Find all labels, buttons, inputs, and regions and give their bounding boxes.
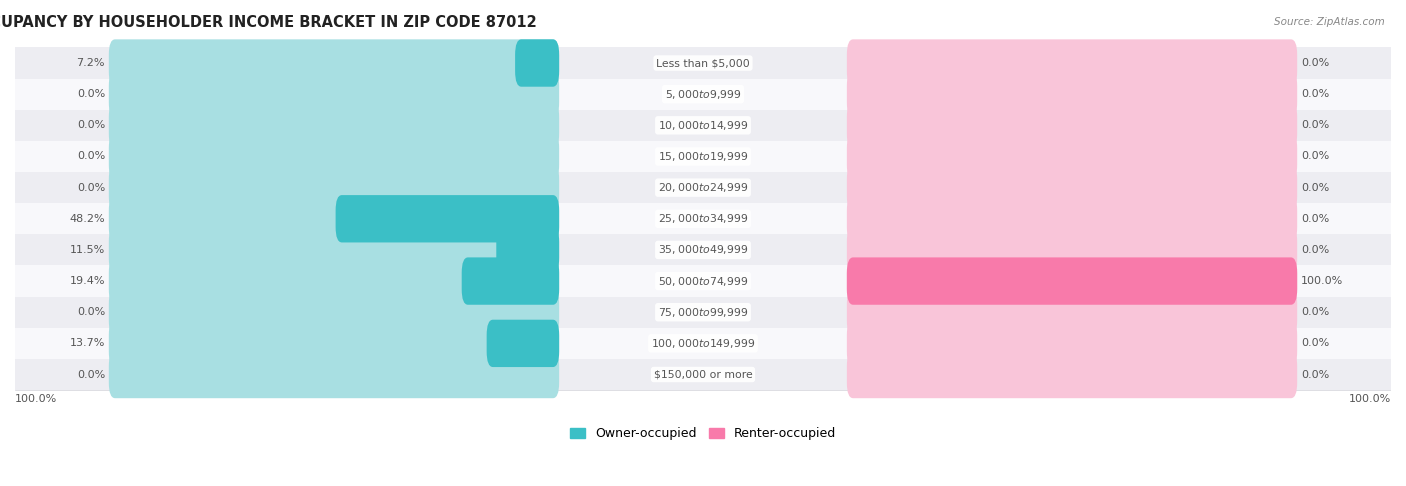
Text: 0.0%: 0.0% [77,152,105,161]
Bar [15,79,1391,110]
Text: $150,000 or more: $150,000 or more [654,369,752,380]
FancyBboxPatch shape [846,164,1298,211]
Text: 0.0%: 0.0% [77,183,105,192]
Bar [15,110,1391,141]
Text: Source: ZipAtlas.com: Source: ZipAtlas.com [1274,17,1385,27]
FancyBboxPatch shape [108,289,560,336]
Text: 11.5%: 11.5% [70,245,105,255]
FancyBboxPatch shape [846,102,1298,149]
FancyBboxPatch shape [108,133,560,180]
Text: 0.0%: 0.0% [77,369,105,380]
FancyBboxPatch shape [846,258,1298,305]
FancyBboxPatch shape [846,289,1298,336]
FancyBboxPatch shape [846,258,1298,305]
FancyBboxPatch shape [846,133,1298,180]
Bar [15,48,1391,79]
Text: 100.0%: 100.0% [15,395,58,404]
Text: 0.0%: 0.0% [77,89,105,99]
FancyBboxPatch shape [846,195,1298,243]
Text: $10,000 to $14,999: $10,000 to $14,999 [658,119,748,132]
Text: $20,000 to $24,999: $20,000 to $24,999 [658,181,748,194]
Bar [15,328,1391,359]
Bar [15,141,1391,172]
Text: 19.4%: 19.4% [69,276,105,286]
Text: Less than $5,000: Less than $5,000 [657,58,749,68]
Bar [15,296,1391,328]
FancyBboxPatch shape [846,39,1298,87]
Text: $35,000 to $49,999: $35,000 to $49,999 [658,243,748,257]
Text: 0.0%: 0.0% [1301,369,1329,380]
Legend: Owner-occupied, Renter-occupied: Owner-occupied, Renter-occupied [569,427,837,440]
FancyBboxPatch shape [108,102,560,149]
Bar [15,172,1391,203]
FancyBboxPatch shape [486,320,560,367]
FancyBboxPatch shape [108,195,560,243]
Text: 0.0%: 0.0% [1301,89,1329,99]
Text: 0.0%: 0.0% [1301,245,1329,255]
Text: 0.0%: 0.0% [1301,121,1329,130]
FancyBboxPatch shape [846,70,1298,118]
Text: OCCUPANCY BY HOUSEHOLDER INCOME BRACKET IN ZIP CODE 87012: OCCUPANCY BY HOUSEHOLDER INCOME BRACKET … [0,15,537,30]
Text: $50,000 to $74,999: $50,000 to $74,999 [658,275,748,288]
FancyBboxPatch shape [846,226,1298,274]
FancyBboxPatch shape [108,320,560,367]
Text: 0.0%: 0.0% [1301,214,1329,224]
Text: $15,000 to $19,999: $15,000 to $19,999 [658,150,748,163]
FancyBboxPatch shape [108,351,560,398]
Bar [15,359,1391,390]
Text: $5,000 to $9,999: $5,000 to $9,999 [665,87,741,101]
FancyBboxPatch shape [846,351,1298,398]
Bar [15,234,1391,265]
FancyBboxPatch shape [336,195,560,243]
Text: $25,000 to $34,999: $25,000 to $34,999 [658,212,748,226]
Text: 13.7%: 13.7% [70,338,105,348]
FancyBboxPatch shape [461,258,560,305]
Text: 7.2%: 7.2% [76,58,105,68]
FancyBboxPatch shape [496,226,560,274]
Text: 0.0%: 0.0% [1301,338,1329,348]
Text: 100.0%: 100.0% [1301,276,1343,286]
FancyBboxPatch shape [108,226,560,274]
Text: 0.0%: 0.0% [1301,58,1329,68]
Text: 48.2%: 48.2% [69,214,105,224]
Text: 0.0%: 0.0% [1301,183,1329,192]
Text: $75,000 to $99,999: $75,000 to $99,999 [658,306,748,319]
Text: $100,000 to $149,999: $100,000 to $149,999 [651,337,755,350]
FancyBboxPatch shape [108,164,560,211]
Bar [15,265,1391,296]
FancyBboxPatch shape [846,320,1298,367]
Text: 0.0%: 0.0% [77,121,105,130]
FancyBboxPatch shape [108,258,560,305]
FancyBboxPatch shape [515,39,560,87]
Text: 0.0%: 0.0% [77,307,105,317]
Text: 100.0%: 100.0% [1348,395,1391,404]
FancyBboxPatch shape [108,70,560,118]
Bar [15,203,1391,234]
Text: 0.0%: 0.0% [1301,307,1329,317]
Text: 0.0%: 0.0% [1301,152,1329,161]
FancyBboxPatch shape [108,39,560,87]
